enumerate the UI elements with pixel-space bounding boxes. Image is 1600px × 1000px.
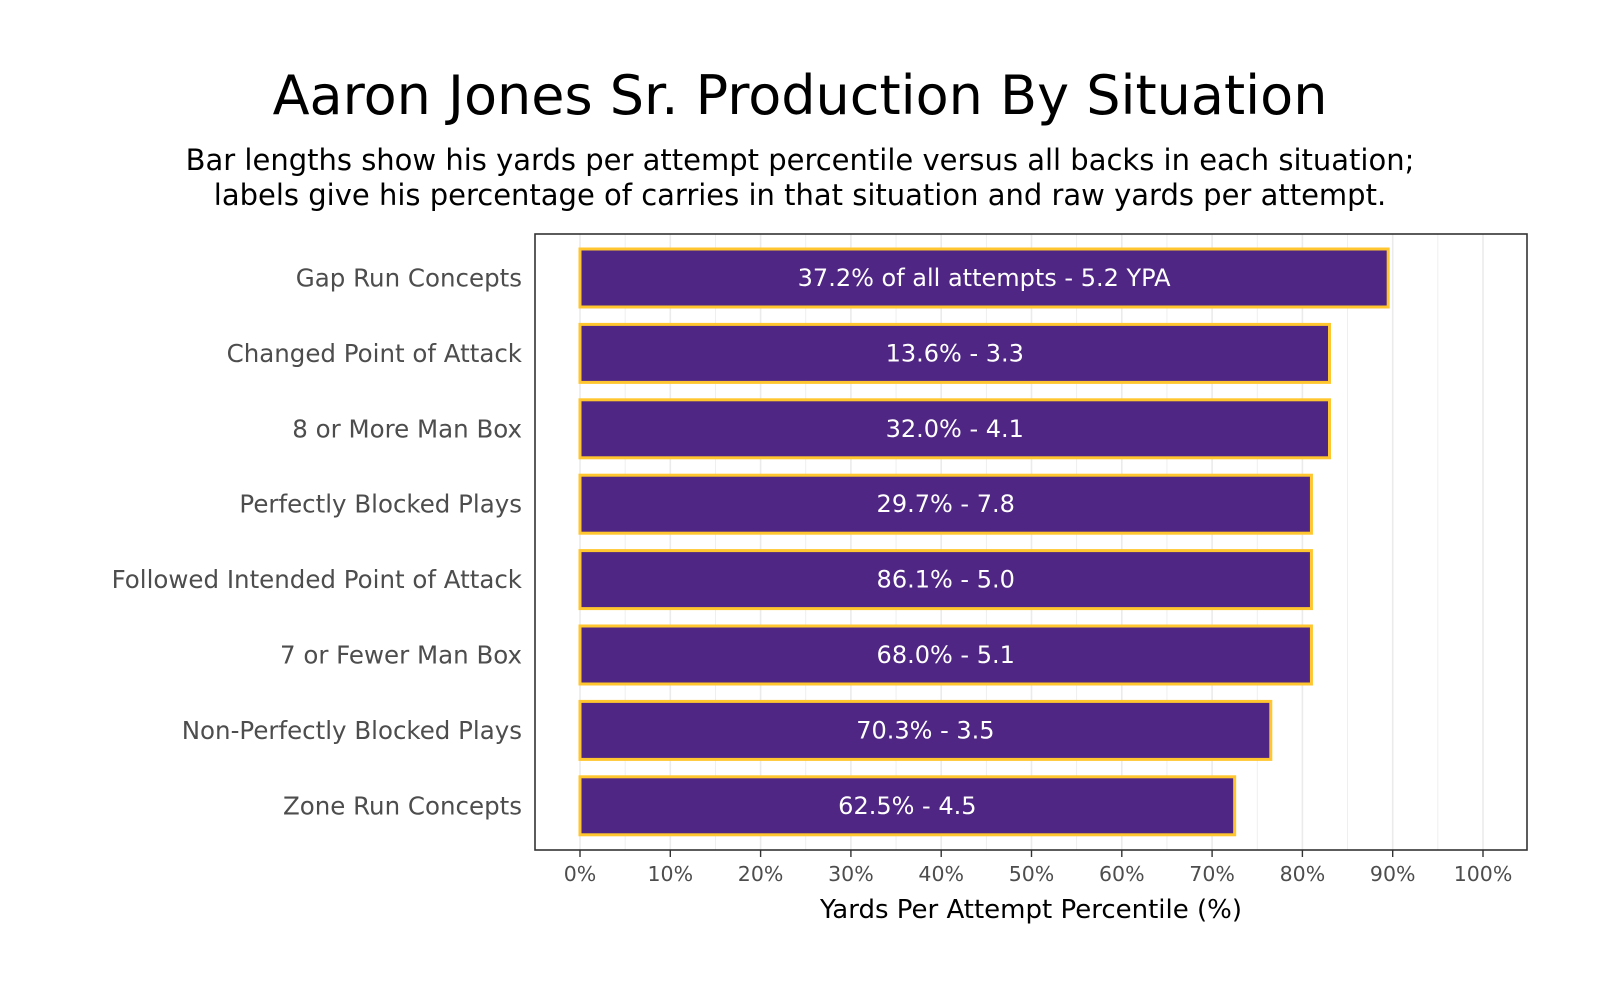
category-label: Perfectly Blocked Plays: [239, 490, 522, 519]
x-tick-label: 90%: [1370, 862, 1416, 886]
x-tick-label: 60%: [1099, 862, 1145, 886]
bar: [578, 247, 1390, 309]
x-tick-label: 80%: [1280, 862, 1326, 886]
bar-data-label: 68.0% - 5.1: [877, 641, 1015, 669]
bars: 37.2% of all attempts - 5.2 YPA 13.6% - 3…: [578, 247, 1390, 837]
chart-title: Aaron Jones Sr. Production By Situation: [272, 64, 1328, 127]
bar: [578, 398, 1331, 460]
x-tick-label: 40%: [918, 862, 964, 886]
bar: [578, 775, 1237, 837]
x-tick-label: 70%: [1189, 862, 1235, 886]
category-label: Gap Run Concepts: [296, 264, 522, 293]
chart-subtitle-line-1: Bar lengths show his yards per attempt p…: [185, 143, 1415, 177]
bar: [578, 322, 1331, 384]
chart-subtitle-line-2: labels give his percentage of carries in…: [213, 178, 1387, 212]
bar: [578, 473, 1313, 535]
bar-data-label: 29.7% - 7.8: [877, 490, 1015, 518]
x-tick-label: 30%: [828, 862, 874, 886]
bar-data-label: 37.2% of all attempts - 5.2 YPA: [798, 264, 1171, 292]
bar: [578, 624, 1313, 686]
bar-data-label: 62.5% - 4.5: [838, 792, 976, 820]
category-label: 7 or Fewer Man Box: [280, 641, 522, 670]
bar-data-label: 70.3% - 3.5: [856, 716, 994, 744]
category-label: Non-Perfectly Blocked Plays: [182, 716, 522, 745]
bar: [578, 699, 1273, 761]
category-labels: Gap Run Concepts Changed Point of Attack 8…: [112, 264, 523, 821]
x-tick-label: 0%: [564, 862, 597, 886]
category-label: Followed Intended Point of Attack: [112, 565, 523, 594]
category-label: 8 or More Man Box: [292, 414, 522, 443]
x-tick-label: 100%: [1454, 862, 1513, 886]
bar-data-label: 32.0% - 4.1: [886, 415, 1024, 443]
category-label: Zone Run Concepts: [283, 791, 522, 820]
bar-data-label: 86.1% - 5.0: [877, 566, 1015, 594]
bar-data-label: 13.6% - 3.3: [886, 339, 1024, 367]
x-tick-label: 50%: [1009, 862, 1055, 886]
x-tick-label: 20%: [738, 862, 784, 886]
x-tick-label: 10%: [648, 862, 694, 886]
x-axis-ticks: 0% 10% 20% 30% 40% 50% 60% 70% 80% 90% 100%: [564, 850, 1513, 886]
x-axis-title: Yards Per Attempt Percentile (%): [819, 895, 1242, 925]
bar: [578, 549, 1313, 611]
category-label: Changed Point of Attack: [227, 339, 523, 368]
